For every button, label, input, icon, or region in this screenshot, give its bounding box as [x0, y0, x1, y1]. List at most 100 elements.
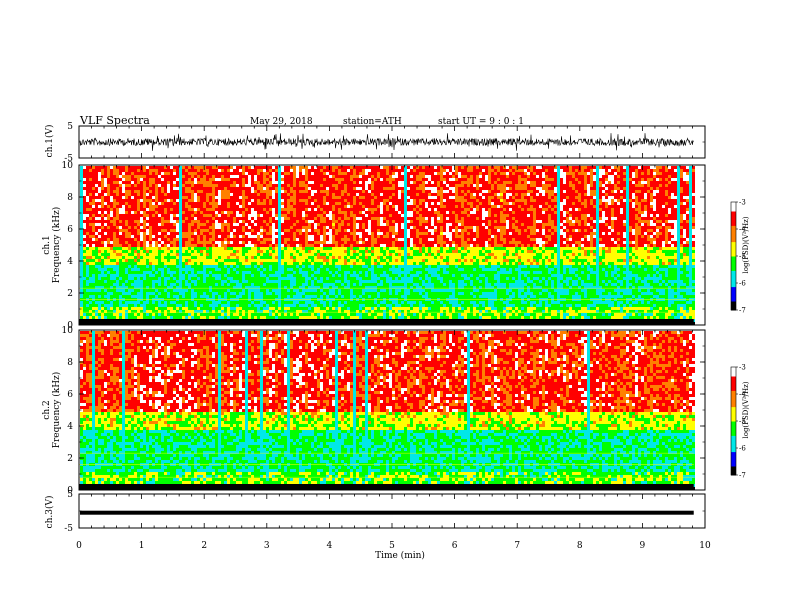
ch1-spectrogram-cell — [167, 304, 170, 307]
ch1-spectrogram-cell — [110, 196, 113, 199]
ch1-spectrogram-cell — [269, 175, 272, 178]
ch1-spectrogram-cell — [329, 241, 332, 244]
ch1-spectrogram-cell — [80, 256, 83, 259]
ch1-spectrogram-cell — [314, 175, 317, 178]
ch1-spectrogram-cell — [194, 226, 197, 229]
ch1-spectrogram-cell — [335, 175, 338, 178]
ch1-spectrogram-cell — [152, 196, 155, 199]
ch1-spectrogram-cell — [203, 232, 206, 235]
ch1-spectrogram-cell — [209, 187, 212, 190]
ch1-spectrogram-cell — [266, 202, 269, 205]
ch1-spectrogram-cell — [299, 223, 302, 226]
ch1-spectrogram-cell — [194, 235, 197, 238]
ch1-spectrogram-cell — [101, 274, 104, 277]
ch1-spectrogram-cell — [305, 262, 308, 265]
ch1-spectrogram-cell — [233, 166, 236, 169]
ch1-spectrogram-cell — [338, 253, 341, 256]
ch1-spectrogram-cell — [155, 187, 158, 190]
ch1-spectrogram-cell — [248, 223, 251, 226]
ch1-spectrogram-cell — [134, 256, 137, 259]
ch1-spectrogram-cell — [311, 247, 314, 250]
ch1-spectrogram-cell — [305, 247, 308, 250]
ch1-spectrogram-cell — [89, 313, 92, 316]
ch1-spectrogram-cell — [149, 196, 152, 199]
ch1-spectrogram-cell — [164, 289, 167, 292]
ch1-spectrogram-cell — [281, 235, 284, 238]
ch1-spectrogram-cell — [278, 289, 281, 292]
ch1-spectrogram-cell — [341, 199, 344, 202]
ch1-spectrogram-cell — [95, 208, 98, 211]
ch1-spectrogram-cell — [182, 256, 185, 259]
ch1-spectrogram-cell — [140, 250, 143, 253]
ch1-spectrogram-cell — [350, 226, 353, 229]
ch1-spectrogram-cell — [329, 304, 332, 307]
ch1-spectrogram-cell — [104, 187, 107, 190]
ch1-spectrogram-cell — [242, 229, 245, 232]
ch1-spectrogram-cell — [302, 202, 305, 205]
ch1-spectrogram-cell — [176, 304, 179, 307]
ch1-spectrogram-cell — [80, 241, 83, 244]
ch1-spectrogram-cell — [92, 232, 95, 235]
ch1-spectrogram-cell — [344, 250, 347, 253]
ch1-spectrogram-cell — [155, 199, 158, 202]
ch1-spectrogram-cell — [80, 223, 83, 226]
ch1-spectrogram-cell — [83, 262, 86, 265]
ch1-spectrogram-cell — [335, 283, 338, 286]
ch1-spectrogram-cell — [347, 202, 350, 205]
ch1-spectrogram-cell — [221, 196, 224, 199]
ch1-spectrogram-cell — [239, 283, 242, 286]
ch1-spectrogram-cell — [329, 307, 332, 310]
ch1-spectrogram-cell — [158, 232, 161, 235]
ch1-spectrogram-cell — [284, 292, 287, 295]
ch1-spectrogram-cell — [239, 178, 242, 181]
ch1-spectrogram-cell — [218, 283, 221, 286]
ch1-spectrogram-cell — [164, 247, 167, 250]
ch1-spectrogram-cell — [158, 169, 161, 172]
ch1-spectrogram-cell — [263, 226, 266, 229]
ch1-spectrogram-cell — [302, 187, 305, 190]
ch1-spectrogram-cell — [101, 175, 104, 178]
ch1-spectrogram-cell — [116, 202, 119, 205]
ch1-spectrogram-cell — [350, 217, 353, 220]
ch1-spectrogram-cell — [116, 253, 119, 256]
ch1-spectrogram-cell — [149, 187, 152, 190]
ch1-spectrogram-cell — [344, 193, 347, 196]
ch1-spectrogram-cell — [83, 316, 86, 319]
ch1-spectrogram-cell — [290, 169, 293, 172]
ch1-spectrogram-cell — [227, 232, 230, 235]
ch1-spectrogram-cell — [161, 223, 164, 226]
ch1-spectrogram-cell — [122, 289, 125, 292]
ch1-spectrogram-cell — [185, 223, 188, 226]
ch1-spectrogram-cell — [254, 274, 257, 277]
ch1-spectrogram-cell — [257, 304, 260, 307]
ch1-spectrogram-cell — [149, 250, 152, 253]
ch1-spectrogram-cell — [155, 169, 158, 172]
ch1-spectrogram-cell — [311, 244, 314, 247]
ch1-spectrogram-cell — [161, 244, 164, 247]
ch1-spectrogram-cell — [191, 187, 194, 190]
ch1-spectrogram-cell — [248, 208, 251, 211]
ch1-spectrogram-cell — [272, 238, 275, 241]
ch1-spectrogram-cell — [212, 220, 215, 223]
ch1-spectrogram-cell — [86, 280, 89, 283]
ch1-spectrogram-cell — [188, 208, 191, 211]
ch1-spectrogram-cell — [104, 226, 107, 229]
ch1-spectrogram-cell — [329, 253, 332, 256]
ch1-spectrogram-cell — [137, 277, 140, 280]
ch1-spectrogram-cell — [230, 253, 233, 256]
ch1-spectrogram-cell — [173, 247, 176, 250]
ch1-spectrogram-cell — [176, 211, 179, 214]
ch1-spectrogram-cell — [128, 193, 131, 196]
ch1-spectrogram-cell — [191, 262, 194, 265]
ch1-spectrogram-cell — [206, 271, 209, 274]
ch1-spectrogram-cell — [308, 304, 311, 307]
ch1-spectrogram-cell — [251, 220, 254, 223]
ch1-spectrogram-cell — [131, 268, 134, 271]
ch1-spectrogram-cell — [275, 202, 278, 205]
ch1-spectrogram-cell — [140, 244, 143, 247]
ch1-spectrogram-cell — [344, 304, 347, 307]
ch1-spectrogram-cell — [173, 265, 176, 268]
ch1-spectrogram-cell — [185, 190, 188, 193]
ch1-spectrogram-cell — [329, 187, 332, 190]
ch1-spectrogram-cell — [326, 292, 329, 295]
